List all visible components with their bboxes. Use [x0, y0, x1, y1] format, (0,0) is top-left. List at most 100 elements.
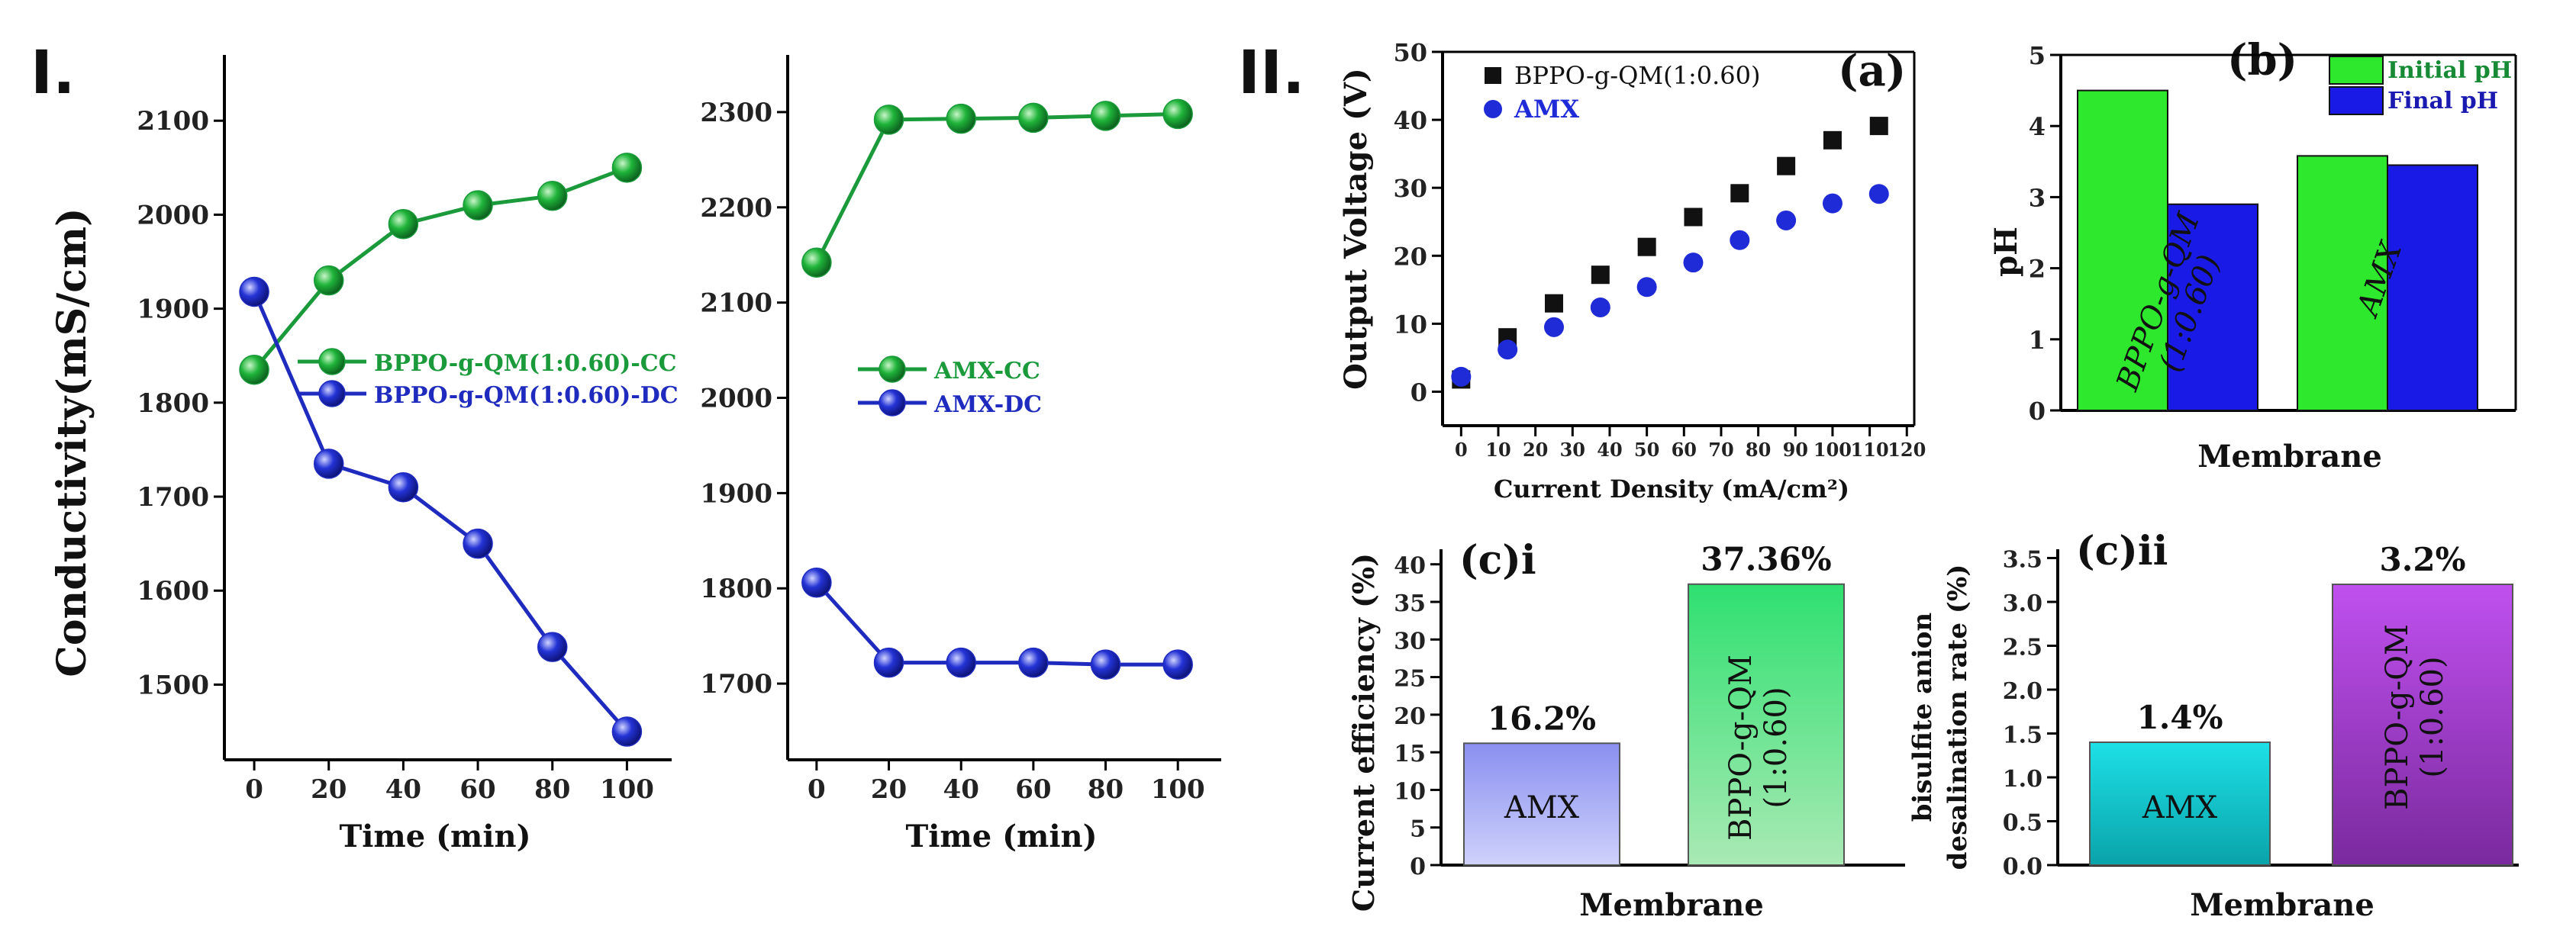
data-point — [1018, 647, 1049, 678]
y-tick-label: 2.5 — [2003, 635, 2042, 661]
legend-marker — [318, 348, 346, 375]
data-point — [873, 105, 904, 135]
x-tick-label: 50 — [1634, 439, 1659, 461]
y-tick-label: 2.0 — [2003, 678, 2042, 705]
legend-marker — [879, 389, 906, 417]
data-point — [1498, 339, 1518, 360]
data-point — [946, 647, 976, 678]
data-point — [537, 632, 568, 662]
y-tick-label: 10 — [1394, 778, 1426, 805]
legend-label: AMX-CC — [933, 358, 1040, 384]
data-point — [1090, 649, 1121, 680]
legend-label: AMX-DC — [933, 391, 1042, 418]
panel-label-ci: (c)i — [1459, 537, 1536, 584]
data-point — [313, 449, 344, 479]
legend-swatch — [2329, 56, 2384, 85]
y-axis-label-line2: desalination rate (%) — [1942, 565, 1973, 870]
y-tick-label: 0.0 — [2003, 854, 2042, 880]
x-tick-label: 70 — [1708, 439, 1733, 461]
data-point — [537, 181, 568, 211]
legend-label: BPPO-g-QM(1:0.60)-CC — [374, 350, 677, 377]
x-tick-label: 100 — [600, 774, 654, 805]
x-axis-label: Membrane — [1579, 887, 1764, 923]
y-tick-label: 20 — [1393, 242, 1427, 271]
data-point — [388, 471, 419, 503]
category-label: BPPO-g-QM(1:0.60) — [1723, 655, 1794, 841]
y-tick-label: 3.5 — [2003, 547, 2042, 574]
y-tick-label: 5 — [2029, 41, 2046, 70]
data-point — [1018, 102, 1049, 134]
x-axis-label: Membrane — [2197, 439, 2382, 474]
x-tick-label: 60 — [1672, 439, 1697, 461]
bar — [2077, 89, 2168, 411]
data-point — [611, 153, 643, 183]
x-tick-label: 40 — [943, 774, 979, 805]
data-point — [313, 265, 344, 296]
bar — [2167, 203, 2258, 411]
data-point — [388, 209, 419, 240]
data-point — [1684, 207, 1703, 227]
x-tick-label: 30 — [1560, 439, 1585, 461]
panel-label-I: I. — [31, 39, 76, 108]
data-label: 1.4% — [2137, 699, 2223, 736]
x-tick-label: 110 — [1851, 439, 1889, 461]
y-tick-label: 5 — [1410, 816, 1426, 843]
series-line-1 — [815, 581, 1178, 667]
y-tick-label: 3 — [2029, 183, 2046, 212]
chart-conductivity-bppo: Conductivity(mS/cm) Time (min) 1500 1600 1… — [49, 55, 679, 854]
x-axis-label: Membrane — [2190, 887, 2374, 923]
chart-current-efficiency: Current efficiency (%) Membrane (c)i 0 5 1… — [1346, 537, 1905, 923]
y-axis-label: Current efficiency (%) — [1346, 553, 1381, 912]
legend-label: Final pH — [2387, 88, 2498, 114]
data-point — [1590, 297, 1610, 317]
data-point — [463, 528, 493, 559]
x-tick-label: 60 — [1015, 774, 1051, 805]
data-point — [1683, 253, 1704, 273]
series-line-1 — [252, 291, 629, 733]
legend-marker — [1484, 100, 1502, 118]
data-point — [1637, 237, 1656, 256]
bar — [2332, 584, 2513, 866]
x-tick-label: 60 — [459, 774, 495, 805]
data-point — [946, 103, 976, 134]
y-tick-label: 2 — [2029, 255, 2046, 284]
y-tick-label: 1900 — [700, 478, 772, 509]
panel-label-a: (a) — [1838, 46, 1906, 96]
data-point — [1730, 184, 1749, 203]
x-tick-label: 100 — [1814, 439, 1852, 461]
y-axis-label-line1: bisulfite anion — [1907, 613, 1938, 822]
data-point — [1591, 265, 1610, 285]
chart-desalination-rate: bisulfite anion desalination rate (%) Me… — [1907, 528, 2519, 923]
y-tick-label: 25 — [1394, 666, 1426, 693]
y-tick-label: 1900 — [137, 294, 209, 325]
data-point — [1543, 317, 1564, 337]
x-tick-label: 120 — [1888, 439, 1926, 461]
y-tick-label: 1700 — [700, 669, 772, 700]
category-label: AMX — [1504, 790, 1580, 825]
y-tick-label: 10 — [1393, 310, 1427, 339]
panel-label-b: (b) — [2227, 35, 2297, 85]
y-tick-label: 0 — [1411, 378, 1427, 407]
y-tick-label: 1700 — [137, 482, 209, 513]
y-tick-label: 1500 — [137, 670, 209, 700]
data-point — [873, 647, 904, 678]
y-tick-label: 4 — [2029, 112, 2046, 141]
y-tick-label: 50 — [1393, 38, 1427, 67]
bar — [2297, 155, 2388, 411]
y-tick-label: 15 — [1394, 741, 1426, 767]
x-tick-label: 0 — [1455, 439, 1468, 461]
data-point — [1823, 130, 1842, 150]
y-tick-label: 0 — [1410, 854, 1426, 880]
panel-label-cii: (c)ii — [2076, 528, 2168, 574]
y-tick-label: 30 — [1393, 174, 1427, 203]
y-tick-label: 0.5 — [2003, 810, 2042, 837]
y-tick-label: 40 — [1394, 553, 1426, 580]
x-tick-label: 20 — [871, 774, 907, 805]
bar — [2089, 742, 2271, 866]
data-point — [1777, 156, 1796, 175]
data-point — [1162, 98, 1193, 130]
x-tick-label: 0 — [245, 774, 263, 805]
y-axis-label: pH — [1988, 227, 2024, 277]
legend-label: Initial pH — [2387, 57, 2512, 84]
